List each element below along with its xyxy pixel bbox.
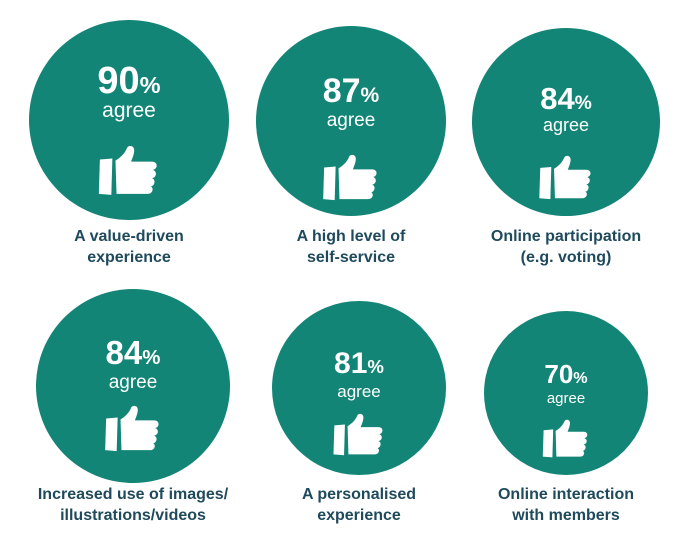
stat-agree-text: agree: [108, 372, 158, 393]
thumbs-up-icon: [538, 155, 593, 201]
thumbs-up-icon: [322, 154, 380, 202]
stat-percentage: 70%: [544, 359, 588, 389]
thumbs-up-icon: [542, 419, 590, 459]
stat-agree-text: agree: [542, 115, 590, 135]
thumbs-up-icon: [104, 405, 162, 453]
stat-agree-text: agree: [102, 99, 156, 122]
stat-label: A value-driven experience: [74, 228, 184, 266]
stat-agree-text: agree: [546, 390, 586, 407]
stat-label: A high level of self-service: [296, 228, 406, 266]
stat-label: A personalised experience: [301, 486, 417, 524]
stat-label: Online participation (e.g. voting): [490, 228, 642, 266]
stat-circle: 70% agree: [484, 311, 648, 475]
stat-circle: 87% agree: [256, 26, 446, 216]
stat-circle: 84% agree: [472, 28, 660, 216]
stat-percentage: 90%: [97, 60, 161, 102]
stat-percentage: 81%: [334, 347, 384, 380]
stat-percentage: 87%: [322, 72, 380, 110]
thumbs-up-icon: [333, 413, 386, 457]
stat-label: Online interaction with members: [497, 486, 634, 524]
stat-percentage: 84%: [540, 81, 592, 116]
stat-percentage: 84%: [105, 334, 161, 371]
stat-agree-text: agree: [326, 110, 376, 131]
thumbs-up-icon: [98, 145, 160, 197]
stat-label: Increased use of images/illustrations/vi…: [37, 486, 229, 524]
stat-circle: 90% agree: [29, 20, 229, 220]
stat-circle: 84% agree: [36, 289, 230, 483]
stat-circle: 81% agree: [272, 301, 446, 475]
stat-agree-text: agree: [337, 382, 381, 401]
